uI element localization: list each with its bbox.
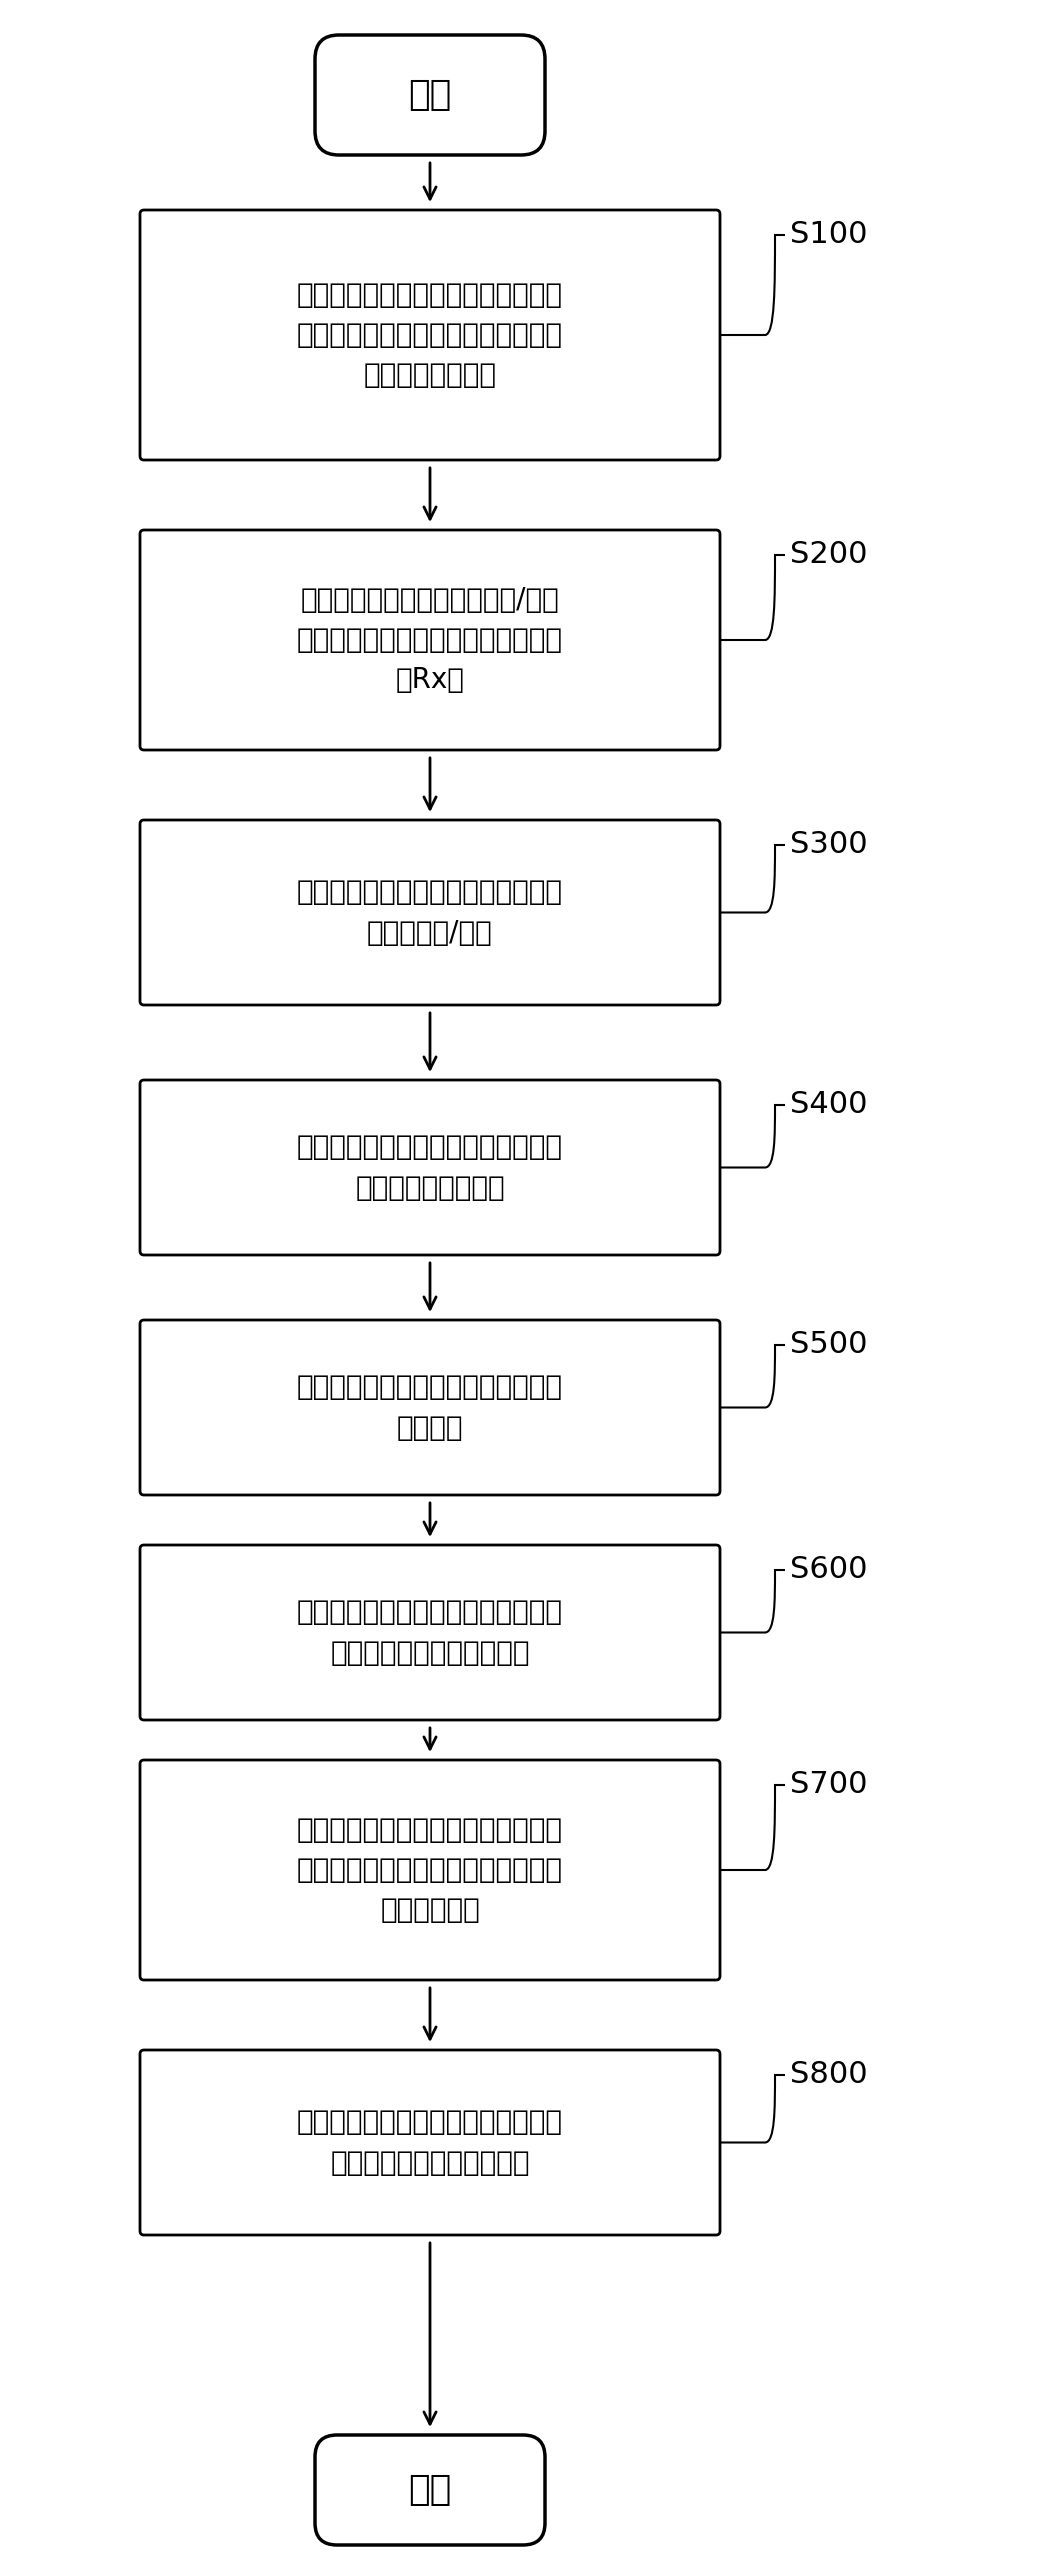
- Text: S200: S200: [790, 541, 867, 569]
- Text: 通过对双电偶极发射源施加双极性脉
冲电流，激发电磁场: 通过对双电偶极发射源施加双极性脉 冲电流，激发电磁场: [297, 1133, 563, 1203]
- Text: 开始: 开始: [408, 77, 451, 111]
- Text: 各个接收探头分别测量所述感应电磁
场的强度随时间变化的特征: 各个接收探头分别测量所述感应电磁 场的强度随时间变化的特征: [297, 1599, 563, 1666]
- Text: S400: S400: [790, 1089, 867, 1120]
- Text: 通过分析所述感应电磁场的强度随时
间变化的特征，从中提取所述地下介
质的电性特征: 通过分析所述感应电磁场的强度随时 间变化的特征，从中提取所述地下介 质的电性特征: [297, 1815, 563, 1924]
- FancyBboxPatch shape: [140, 2050, 720, 2235]
- FancyBboxPatch shape: [140, 1545, 720, 1720]
- FancyBboxPatch shape: [140, 1759, 720, 1980]
- Text: 结束: 结束: [408, 2472, 451, 2508]
- Text: 根据对所述电性特征，判定所述地下
介质的空间分布与延伸方向: 根据对所述电性特征，判定所述地下 介质的空间分布与延伸方向: [297, 2109, 563, 2176]
- Text: 对双电偶极发射源与所述接收装置进
行时钟校准/同步: 对双电偶极发射源与所述接收装置进 行时钟校准/同步: [297, 878, 563, 948]
- FancyBboxPatch shape: [140, 819, 720, 1004]
- FancyBboxPatch shape: [140, 211, 720, 461]
- Text: 在待探测巷道对应的地面区域采用两
个放置于地面的正负电极接地的导线
作为磁场的发射源: 在待探测巷道对应的地面区域采用两 个放置于地面的正负电极接地的导线 作为磁场的发…: [297, 281, 563, 389]
- Text: S500: S500: [790, 1331, 867, 1360]
- FancyBboxPatch shape: [315, 2436, 545, 2544]
- FancyBboxPatch shape: [315, 36, 545, 154]
- FancyBboxPatch shape: [140, 1321, 720, 1496]
- FancyBboxPatch shape: [140, 1079, 720, 1254]
- Text: S300: S300: [790, 829, 867, 860]
- Text: S700: S700: [790, 1769, 867, 1800]
- Text: 在待探测巷道的顶板、底板和/或侧
帮处，沿巷道方向分别布置接收探头
（Rx）: 在待探测巷道的顶板、底板和/或侧 帮处，沿巷道方向分别布置接收探头 （Rx）: [297, 587, 563, 695]
- Text: 地下介质受所述静磁场感应而产生感
应电磁场: 地下介质受所述静磁场感应而产生感 应电磁场: [297, 1372, 563, 1442]
- Text: S600: S600: [790, 1555, 867, 1584]
- Text: S100: S100: [790, 219, 867, 250]
- Text: S800: S800: [790, 2060, 867, 2088]
- FancyBboxPatch shape: [140, 530, 720, 749]
